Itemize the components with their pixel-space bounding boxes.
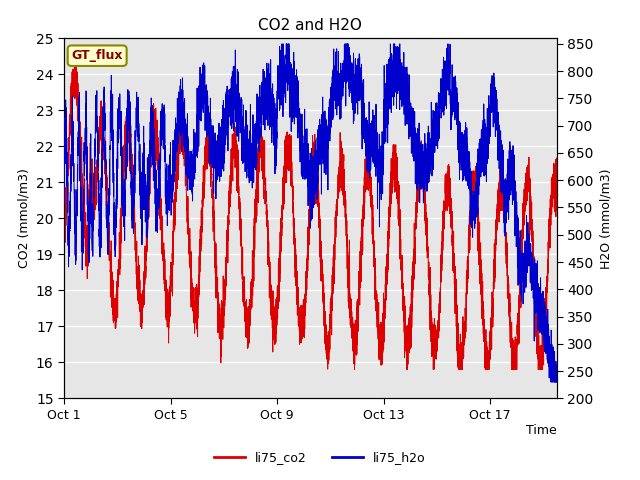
Title: CO2 and H2O: CO2 and H2O: [259, 18, 362, 33]
X-axis label: Time: Time: [526, 423, 557, 437]
Legend: li75_co2, li75_h2o: li75_co2, li75_h2o: [209, 446, 431, 469]
Text: GT_flux: GT_flux: [72, 49, 123, 62]
Y-axis label: H2O (mmol/m3): H2O (mmol/m3): [599, 168, 612, 269]
Y-axis label: CO2 (mmol/m3): CO2 (mmol/m3): [17, 168, 30, 268]
